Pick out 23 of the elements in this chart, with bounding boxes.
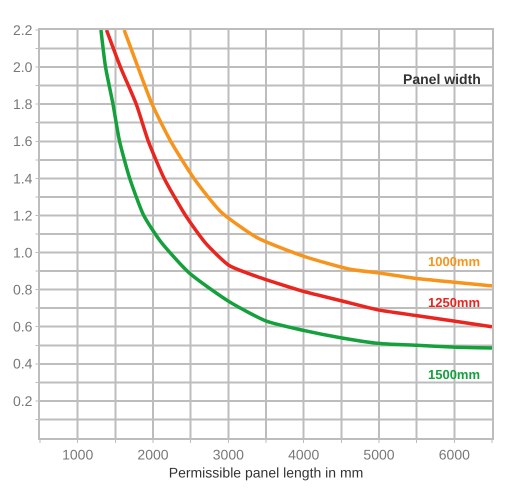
annotation: 1000mm xyxy=(428,254,480,269)
annotation: Panel width xyxy=(403,71,481,87)
y-tick-label: 0.4 xyxy=(12,356,33,372)
y-tick-label: 1.8 xyxy=(12,96,33,112)
y-tick-label: 1.6 xyxy=(12,133,33,150)
annotation: 1250mm xyxy=(428,295,480,310)
x-tick-label: 3000 xyxy=(212,446,244,463)
y-tick-label: 1.2 xyxy=(12,207,33,224)
x-tick-label: 6000 xyxy=(438,446,470,463)
x-tick-label: 1000 xyxy=(62,446,94,463)
y-tick-label: 0.2 xyxy=(12,392,33,409)
line-series xyxy=(122,30,492,288)
y-tick-label: 1.4 xyxy=(12,170,33,186)
y-tick-label: 2.0 xyxy=(12,58,33,75)
y-tick-label: 0.8 xyxy=(12,282,33,298)
x-tick-label: 4000 xyxy=(288,446,320,463)
x-axis-title: Permissible panel length in mm xyxy=(168,464,364,480)
x-tick-label: 2000 xyxy=(137,446,169,463)
y-tick-label: 2.2 xyxy=(12,22,33,38)
y-tick-label: 0.6 xyxy=(12,318,33,335)
y-tick-label: 1.0 xyxy=(12,244,33,260)
annotation: 1500mm xyxy=(428,367,480,382)
x-tick-label: 5000 xyxy=(363,446,395,463)
